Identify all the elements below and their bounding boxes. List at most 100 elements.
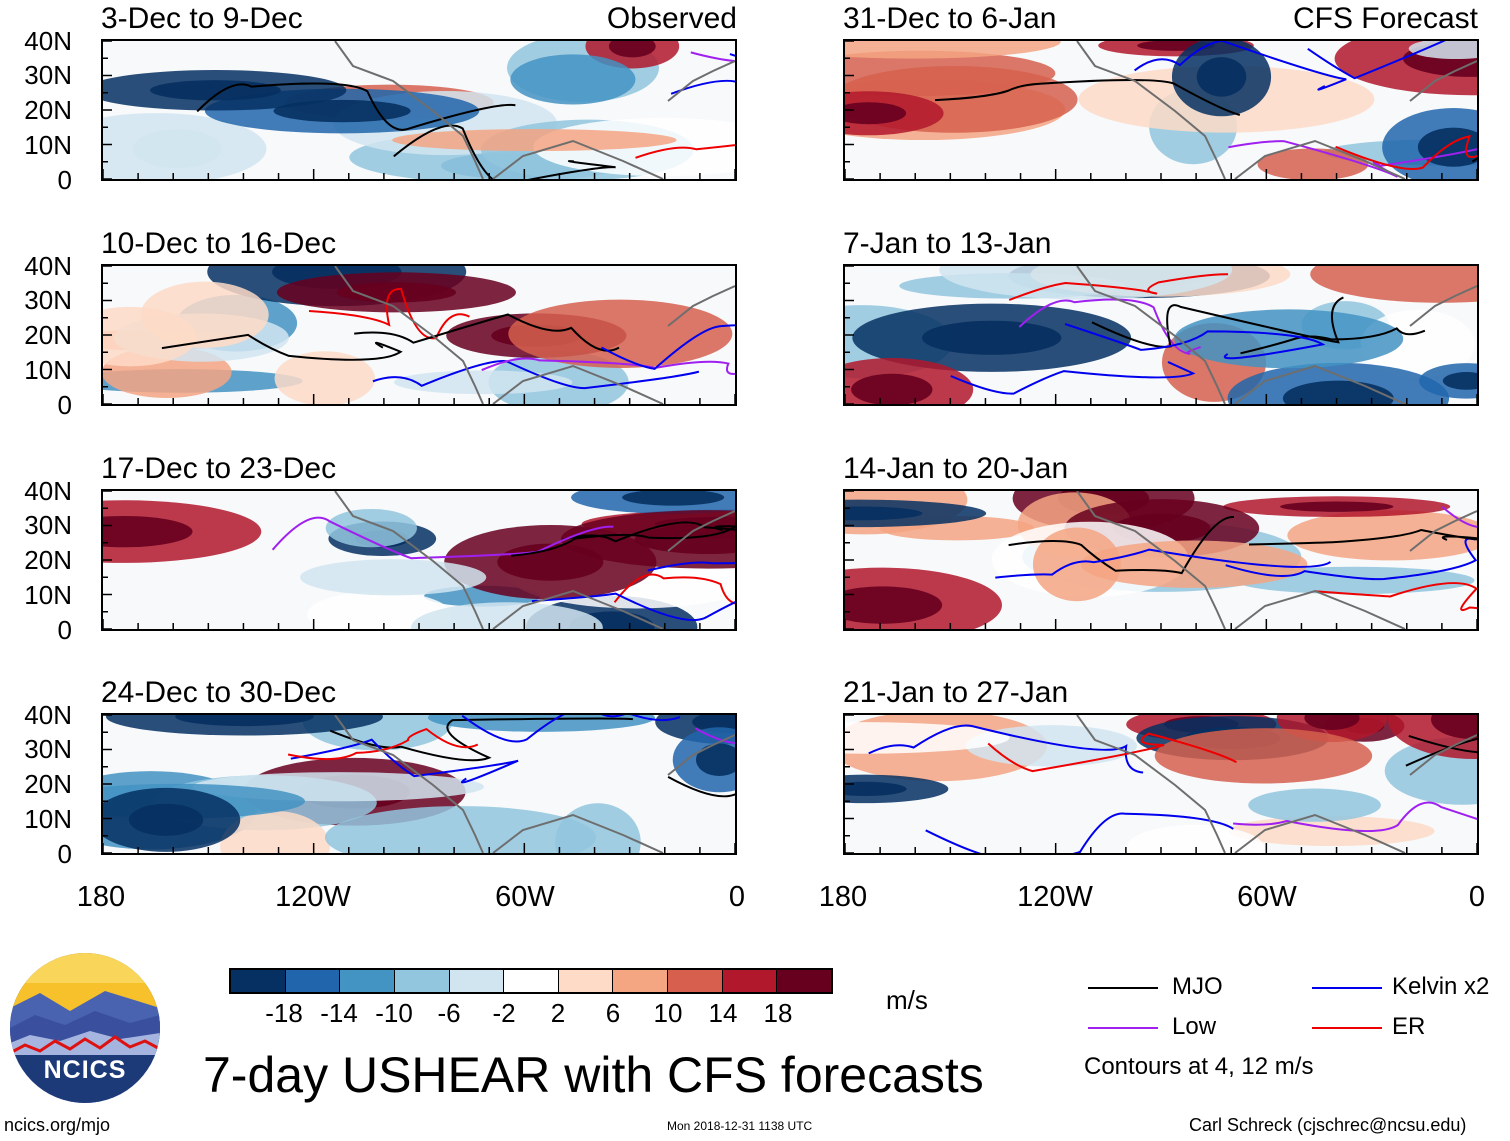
colorbar-label: -2 (492, 998, 516, 1028)
y-tick-label: 40N (24, 251, 72, 281)
colorbar-swatch (504, 970, 559, 992)
coastline (1076, 266, 1226, 404)
legend-label-mjo: MJO (1172, 973, 1223, 1000)
colorbar-swatch (449, 970, 505, 992)
shear-anomaly-blob (1032, 527, 1121, 602)
contour-line (925, 812, 1234, 853)
map-panel (101, 39, 737, 181)
contour-line (1008, 273, 1229, 301)
x-tick-label: 0 (1468, 881, 1486, 913)
coastline (492, 139, 664, 179)
main-title: 7-day USHEAR with CFS forecasts (203, 1047, 984, 1103)
shear-anomaly-core (150, 80, 281, 101)
shear-anomaly-core (845, 586, 943, 624)
y-tick-label: 20N (24, 769, 72, 799)
shear-anomaly-core (608, 41, 656, 58)
colorbar-label: 18 (763, 998, 793, 1028)
shear-anomaly-blob (1080, 540, 1308, 588)
x-tick-label: 60W (495, 881, 555, 913)
contour-line (1307, 41, 1446, 80)
legend-label-kelvin: Kelvin x2 (1392, 973, 1490, 1000)
x-tick-label: 180 (76, 881, 126, 913)
y-tick-label: 40N (24, 26, 72, 56)
shear-anomaly-core (1304, 715, 1360, 730)
contour-line (635, 144, 735, 159)
coastline (492, 589, 664, 629)
contour-line (987, 732, 1237, 773)
coastline (334, 715, 484, 853)
shear-anomaly-blob (140, 281, 269, 348)
legend-label-er: ER (1392, 1013, 1426, 1040)
contour-line (647, 561, 735, 572)
shear-anomaly-core (634, 524, 735, 555)
y-tick-label: 40N (24, 476, 72, 506)
y-tick-label: 0 (57, 615, 72, 645)
y-tick-label: 20N (24, 95, 72, 125)
colorbar-swatch (777, 970, 832, 992)
map-panel (101, 713, 737, 855)
y-tick-label: 0 (57, 839, 72, 869)
shear-anomaly-core (696, 743, 735, 776)
colorbar-label: 14 (708, 998, 738, 1028)
shear-anomaly-blob (1287, 510, 1477, 561)
contour-line (461, 715, 681, 743)
coastline (667, 60, 735, 102)
coastline (334, 41, 484, 179)
contour-line (1133, 41, 1347, 91)
shear-anomaly-blob (1310, 266, 1477, 303)
x-tick-label: 60W (1237, 881, 1297, 913)
contour-line (271, 516, 614, 560)
y-tick-label: 30N (24, 285, 72, 315)
colorbar-label: -14 (320, 998, 358, 1028)
contour-line (372, 360, 700, 390)
logo-text: NCICS (43, 1056, 127, 1084)
shear-anomaly-core (1196, 57, 1247, 97)
coastline (1234, 139, 1406, 179)
map-field (845, 266, 1477, 404)
shear-anomaly-blob (325, 508, 417, 548)
x-tick-label: 0 (728, 881, 746, 913)
footer-credit: Carl Schreck (cjschrec@ncsu.edu) (1189, 1115, 1467, 1135)
legend-line-er (1312, 1027, 1382, 1029)
map-panel (843, 264, 1479, 406)
cfs-forecast-label: CFS Forecast (1292, 2, 1478, 35)
shear-anomaly-blob (274, 351, 375, 404)
map-field (845, 41, 1477, 179)
contour-line (1064, 323, 1326, 360)
shear-anomaly-core (336, 282, 457, 303)
coastline (1076, 41, 1226, 179)
contour-line (934, 79, 1241, 116)
contour-line (354, 313, 620, 352)
shear-anomaly-core (922, 320, 1062, 355)
y-tick-label: 0 (57, 165, 72, 195)
colorbar-label: -6 (437, 998, 461, 1028)
panel-title: 17-Dec to 23-Dec (101, 452, 337, 485)
contour-line (531, 592, 735, 622)
shear-anomaly-blob (510, 54, 636, 105)
y-tick-label: 30N (24, 510, 72, 540)
y-tick-label: 30N (24, 734, 72, 764)
legend-line-mjo (1088, 987, 1158, 989)
map-field (103, 41, 735, 179)
colorbar-swatch (394, 970, 450, 992)
coastline (334, 491, 484, 629)
y-tick-label: 40N (24, 700, 72, 730)
colorbar-swatch (613, 970, 669, 992)
shear-anomaly-blob (1125, 824, 1265, 853)
colorbar-swatch (231, 970, 286, 992)
colorbar-swatch (668, 970, 723, 992)
map-field (845, 491, 1477, 629)
legend-line-low (1088, 1027, 1158, 1029)
shear-anomaly-core (175, 715, 314, 727)
shear-anomaly-core (845, 102, 907, 125)
y-tick-label: 30N (24, 60, 72, 90)
footer-url[interactable]: ncics.org/mjo (4, 1115, 111, 1135)
coastline (1409, 285, 1477, 327)
contour-line (1232, 801, 1477, 833)
footer-timestamp: Mon 2018-12-31 1138 UTC (667, 1119, 813, 1133)
coastline (1234, 813, 1406, 853)
map-panel (101, 264, 737, 406)
y-tick-label: 0 (57, 390, 72, 420)
shear-anomaly-core (273, 99, 411, 123)
y-tick-label: 10N (24, 580, 72, 610)
